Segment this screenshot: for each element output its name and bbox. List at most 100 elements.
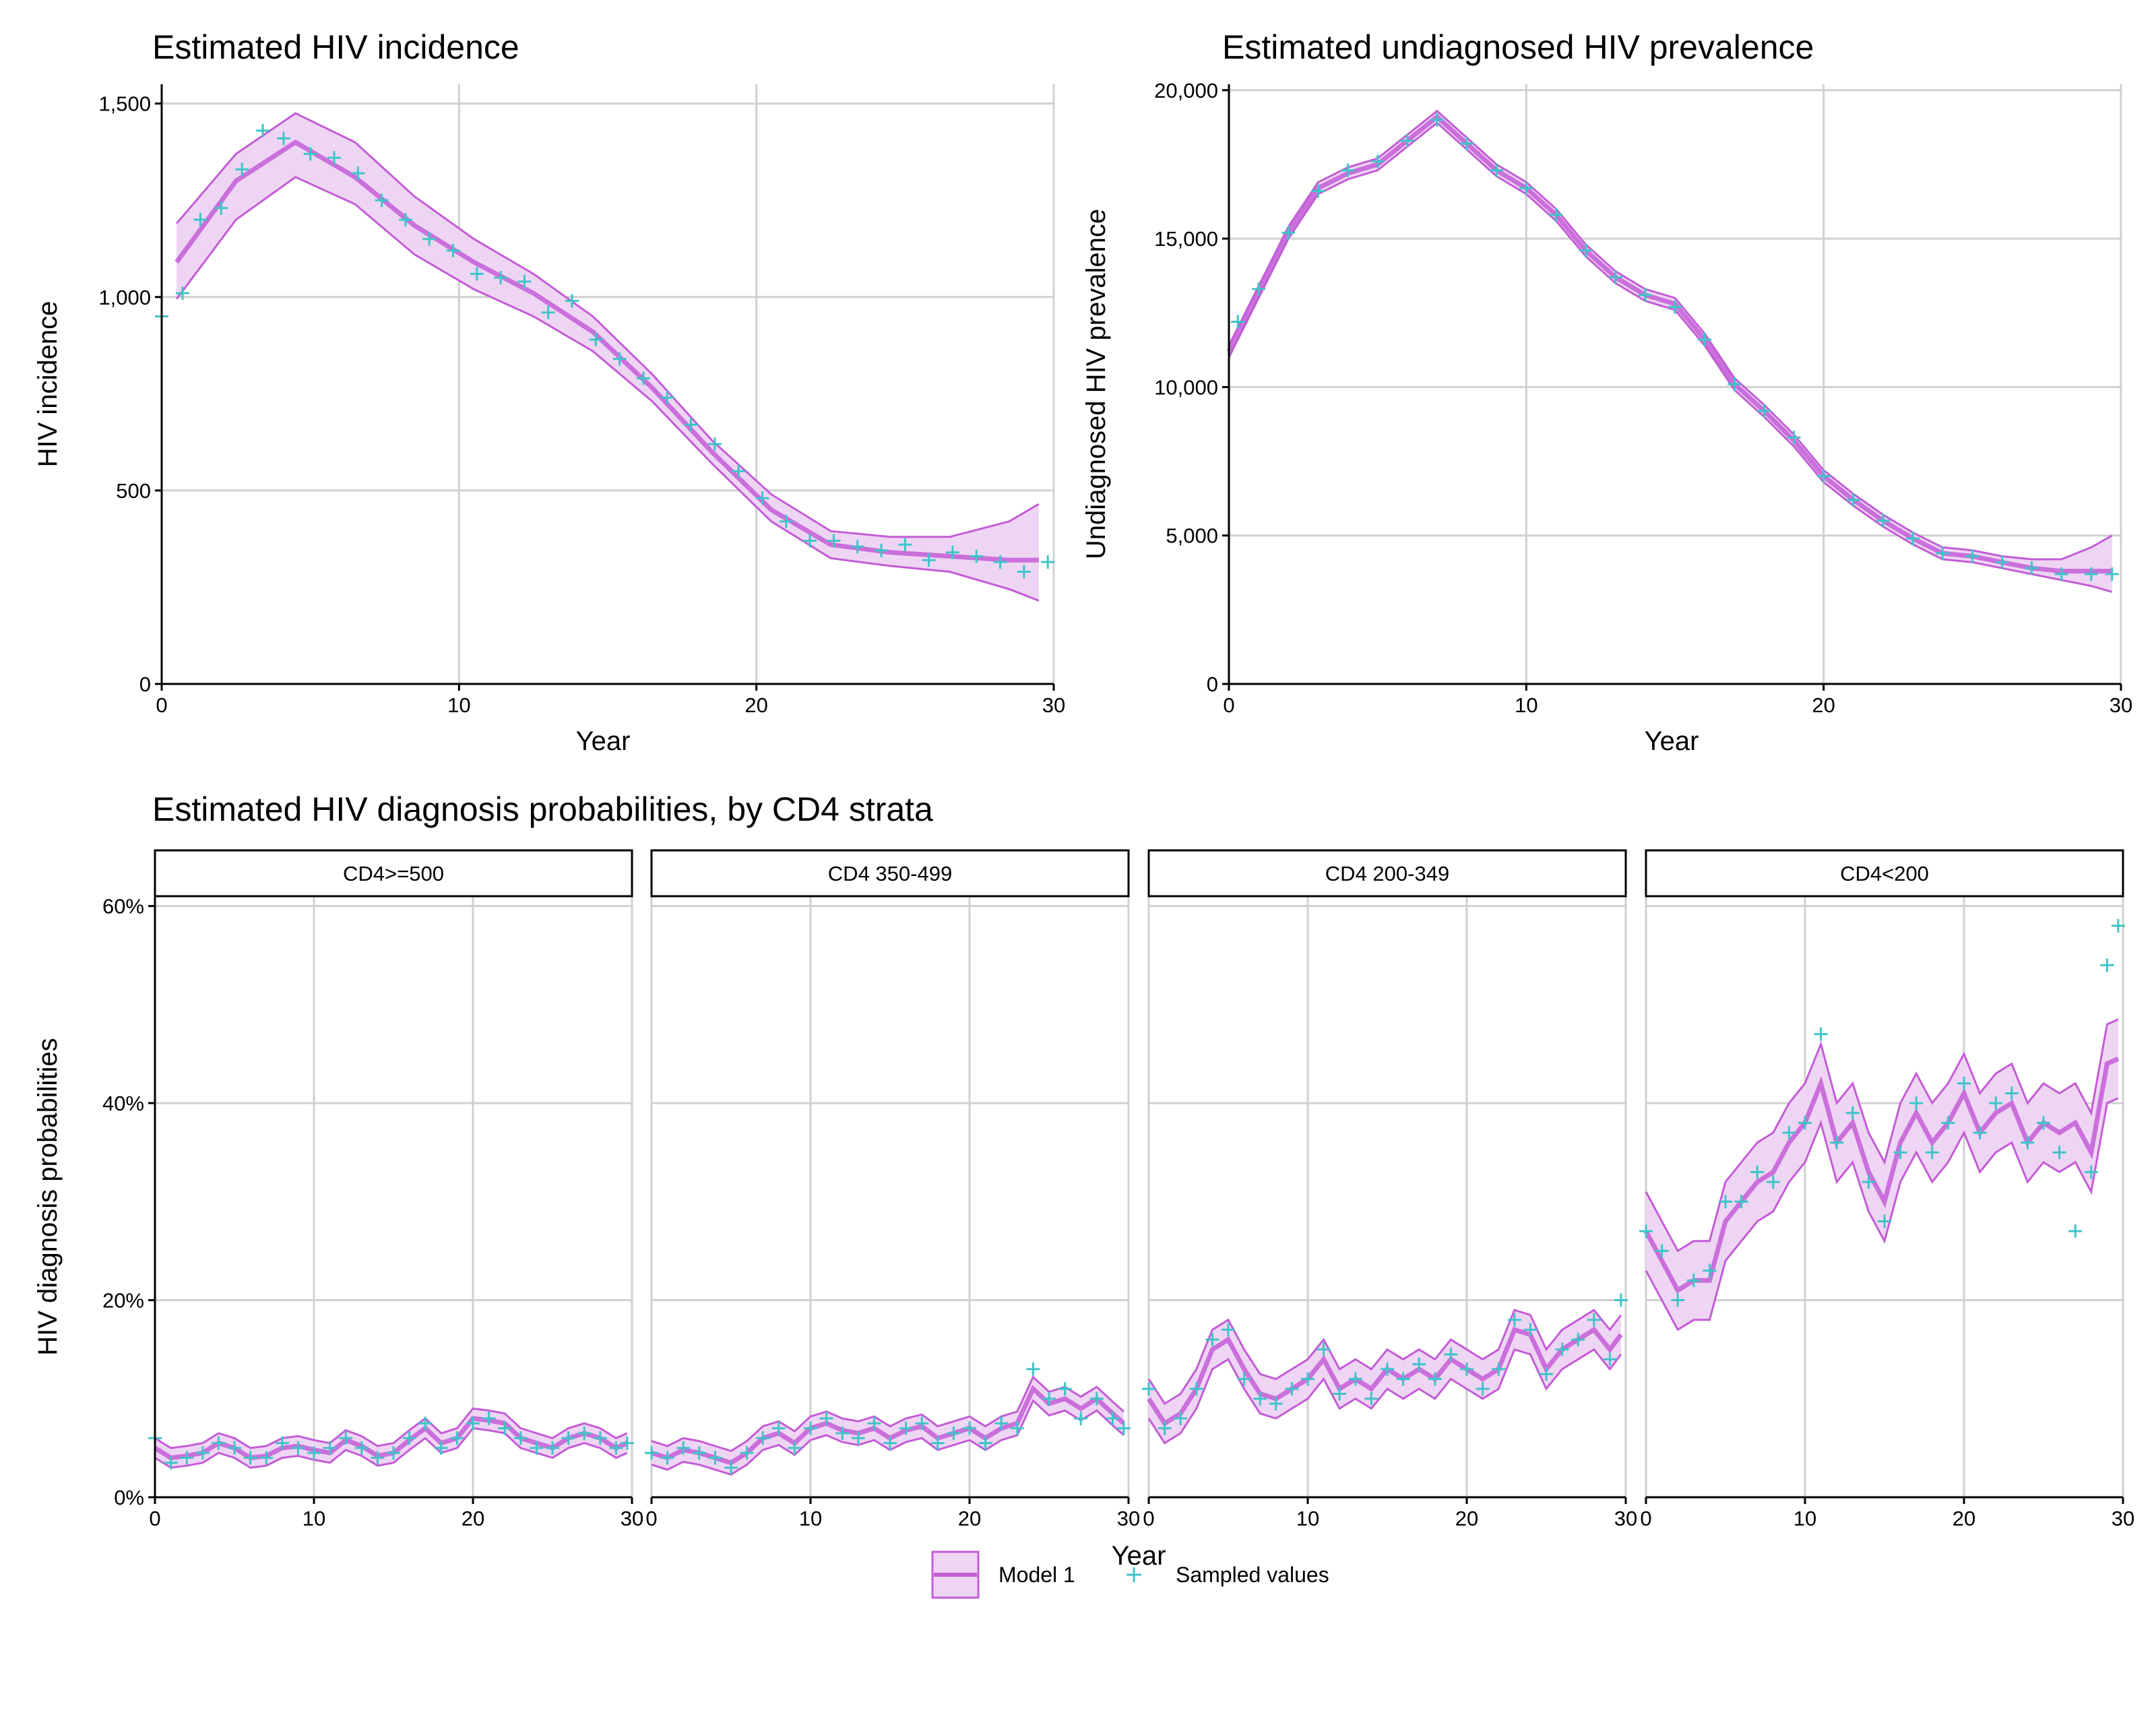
model-lower-line: [175, 176, 1040, 602]
sampled-point: [1460, 137, 1474, 151]
y-tick-label: 60%: [102, 895, 144, 918]
sampled-point: [827, 534, 841, 548]
sampled-point: [899, 1421, 913, 1435]
sampled-point: [2111, 918, 2125, 933]
sampled-point: [1845, 1106, 1860, 1120]
sampled-point: [740, 1446, 754, 1460]
model-band: [1646, 1019, 2118, 1330]
sampled-point: [375, 193, 389, 208]
sampled-point: [947, 1426, 961, 1440]
sampled-point: [235, 162, 249, 177]
sampled-point: [2025, 561, 2039, 575]
sampled-point: [1719, 1195, 1732, 1209]
sampled-point: [835, 1426, 850, 1440]
sampled-point: [1490, 163, 1504, 177]
sampled-point: [275, 1436, 289, 1450]
diagnosis-title: Estimated HIV diagnosis probabilities, b…: [152, 790, 933, 828]
sampled-point: [1878, 1214, 1891, 1228]
sampled-point: [1686, 1274, 1701, 1288]
sampled-point: [1638, 288, 1652, 302]
sampled-point: [1507, 1313, 1521, 1327]
sampled-point: [804, 1421, 817, 1435]
sampled-point: [1639, 1224, 1653, 1238]
x-tick-label: 20: [1812, 693, 1835, 717]
sampled-point: [1925, 1146, 1939, 1160]
sampled-point: [1734, 1195, 1748, 1209]
sampled-point: [1671, 1293, 1685, 1307]
sampled-point: [2084, 1165, 2098, 1179]
model-lower-line: [1147, 1348, 1622, 1445]
sampled-point: [1341, 163, 1355, 177]
sampled-point: [422, 232, 437, 246]
y-tick-label: 5,000: [1166, 524, 1218, 548]
sampled-point: [276, 131, 290, 146]
y-tick-label: 0: [1207, 672, 1218, 696]
sampled-point: [1893, 1146, 1907, 1160]
sampled-point: [2052, 1146, 2066, 1160]
sampled-point: [851, 1431, 865, 1445]
sampled-point: [609, 1441, 623, 1455]
sampled-point: [676, 1441, 691, 1455]
sampled-point: [1089, 1391, 1104, 1406]
sampled-point: [708, 1451, 722, 1465]
sampled-point: [1010, 1421, 1024, 1435]
sampled-point: [2004, 1086, 2019, 1100]
sampled-point: [945, 545, 959, 559]
sampled-point: [1655, 1244, 1669, 1258]
sampled-point: [1936, 546, 1950, 561]
model-lower-line: [154, 1427, 628, 1469]
sampled-point: [993, 555, 1007, 569]
sampled-point: [2037, 1116, 2050, 1130]
sampled-point: [2054, 567, 2068, 581]
sampled-point: [1428, 1372, 1442, 1386]
sampled-point: [1523, 1323, 1537, 1337]
sampled-point: [620, 1436, 634, 1450]
sampled-point: [1430, 113, 1444, 127]
x-tick-label: 0: [156, 693, 167, 717]
sampled-point: [513, 1431, 528, 1445]
sampled-point: [1814, 1027, 1828, 1041]
legend-sampled-key: [1127, 1567, 1141, 1582]
sampled-point: [1587, 1313, 1601, 1327]
legend-model-label: Model 1: [998, 1563, 1075, 1587]
sampled-point: [530, 1441, 544, 1455]
x-axis-title: Year: [576, 726, 631, 756]
sampled-point: [788, 1441, 802, 1455]
legend-sampled-label: Sampled values: [1176, 1563, 1329, 1587]
sampled-point: [1222, 1323, 1235, 1337]
sampled-point: [175, 286, 189, 301]
sampled-point: [546, 1441, 559, 1455]
sampled-point: [1782, 1125, 1796, 1139]
sampled-point: [1396, 1372, 1410, 1386]
sampled-point: [1476, 1382, 1490, 1396]
sampled-point: [1412, 1357, 1426, 1371]
sampled-point: [1555, 1342, 1569, 1356]
sampled-point: [1231, 315, 1245, 329]
facet-4: 0 10 20 30 CD4<200: [1639, 849, 2134, 1530]
sampled-point: [1965, 549, 1979, 563]
sampled-point: [541, 305, 555, 319]
sampled-point: [1608, 270, 1622, 284]
y-tick-label: 20%: [102, 1289, 144, 1313]
sampled-point: [779, 514, 793, 528]
sampled-point: [930, 1436, 945, 1450]
sampled-point: [994, 1416, 1009, 1431]
sampled-point: [1106, 1412, 1120, 1426]
sampled-point: [291, 1441, 305, 1455]
sampled-point: [2100, 958, 2114, 972]
sampled-point: [1116, 1421, 1131, 1435]
model-upper-line: [651, 1375, 1124, 1452]
sampled-point: [1189, 1382, 1203, 1396]
sampled-point: [180, 1451, 194, 1465]
sampled-point: [418, 1416, 433, 1431]
sampled-point: [1252, 282, 1266, 296]
x-tick-label: 0: [1640, 1507, 1651, 1530]
model-lower-line: [1645, 1097, 2119, 1331]
model-upper-line: [1645, 1018, 2119, 1253]
sampled-point: [351, 166, 365, 181]
sampled-point: [963, 1421, 976, 1435]
sampled-point: [498, 1421, 512, 1435]
sampled-point: [1311, 184, 1325, 198]
x-tick-label: 30: [2112, 1507, 2134, 1530]
y-tick-label: 15,000: [1154, 227, 1218, 251]
